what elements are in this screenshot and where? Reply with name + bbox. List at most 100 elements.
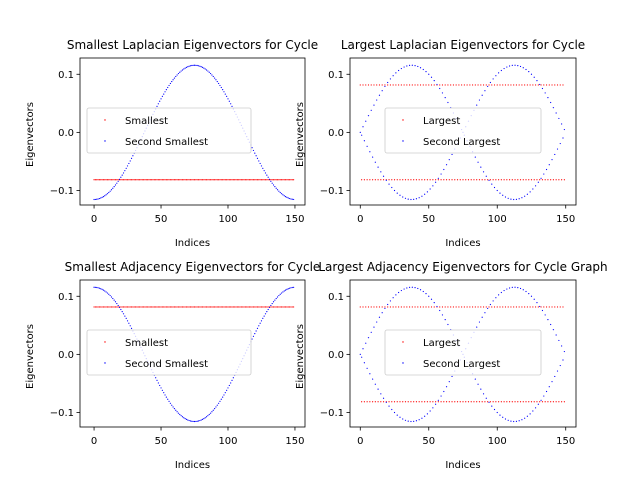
x-tick-label: 100 <box>488 436 507 447</box>
data-point <box>93 306 95 308</box>
data-point <box>177 72 180 75</box>
data-point <box>204 417 206 419</box>
data-point <box>393 411 396 414</box>
data-point <box>280 306 283 308</box>
chart-title: Smallest Adjacency Eigenvectors for Cycl… <box>65 260 321 274</box>
data-point <box>192 64 194 66</box>
data-point <box>415 401 418 403</box>
data-point <box>562 137 564 139</box>
data-point <box>94 198 96 201</box>
data-point <box>252 335 255 337</box>
data-point <box>524 84 526 86</box>
data-point <box>283 195 285 197</box>
data-point <box>109 294 111 297</box>
data-point <box>290 198 292 200</box>
data-point <box>264 306 267 308</box>
data-point <box>554 306 556 308</box>
data-point <box>555 112 557 114</box>
data-point <box>97 179 99 181</box>
data-point <box>559 84 561 86</box>
data-point <box>155 179 157 181</box>
data-point <box>185 418 188 420</box>
data-point <box>290 179 292 181</box>
data-point <box>547 97 549 99</box>
data-point <box>444 97 446 99</box>
data-point <box>492 300 494 302</box>
data-point <box>236 179 238 181</box>
data-point <box>144 306 146 308</box>
data-point <box>424 179 426 181</box>
data-point <box>513 306 515 308</box>
data-point <box>100 306 102 308</box>
data-point <box>160 306 162 308</box>
data-point <box>369 373 371 375</box>
data-point <box>205 306 208 308</box>
data-point <box>417 84 419 86</box>
data-point <box>189 306 192 308</box>
x-tick-label: 0 <box>91 436 97 447</box>
data-point <box>536 302 538 304</box>
data-point <box>227 306 229 308</box>
data-point <box>195 306 197 308</box>
data-point <box>112 179 114 181</box>
data-point <box>272 179 275 181</box>
data-point <box>128 179 130 181</box>
data-point <box>126 179 129 181</box>
data-point <box>168 84 170 87</box>
data-point <box>160 387 162 389</box>
data-point <box>105 194 107 196</box>
data-point <box>380 401 382 403</box>
data-point <box>374 401 376 403</box>
data-point <box>271 182 273 184</box>
data-point <box>108 293 110 295</box>
data-point <box>272 306 275 308</box>
data-point <box>547 179 549 181</box>
data-point <box>255 179 257 181</box>
data-point <box>363 140 365 142</box>
data-point <box>96 198 98 200</box>
data-point <box>361 179 363 181</box>
data-point <box>185 66 188 68</box>
data-point <box>547 319 549 321</box>
data-point <box>450 306 452 308</box>
data-point <box>259 306 261 308</box>
data-point <box>223 306 225 308</box>
data-point <box>171 179 173 181</box>
data-point <box>149 179 151 181</box>
data-point <box>181 306 184 308</box>
data-point <box>507 306 509 308</box>
data-point <box>124 315 126 317</box>
data-point <box>396 179 398 181</box>
data-point <box>267 176 269 178</box>
data-point <box>175 409 177 411</box>
data-point <box>256 157 259 159</box>
data-point <box>153 306 155 308</box>
data-point <box>211 306 213 308</box>
data-point <box>422 68 424 71</box>
data-point <box>435 401 437 403</box>
data-point <box>495 297 497 299</box>
data-point <box>246 306 248 308</box>
data-point <box>422 84 424 86</box>
data-point <box>447 84 449 86</box>
data-point <box>373 84 375 86</box>
data-point <box>282 291 284 293</box>
data-point <box>374 161 376 163</box>
data-point <box>193 420 196 423</box>
data-point <box>216 404 218 406</box>
data-point <box>274 306 276 308</box>
data-point <box>429 179 431 181</box>
data-point <box>485 397 487 399</box>
data-point <box>250 179 252 181</box>
data-point <box>207 179 209 181</box>
data-point <box>518 198 520 200</box>
data-point <box>219 400 221 402</box>
legend-label: Second Largest <box>423 137 500 148</box>
data-point <box>195 420 197 423</box>
data-point <box>230 103 232 105</box>
data-point <box>258 325 260 327</box>
data-point <box>289 306 291 308</box>
data-point <box>108 306 110 308</box>
data-point <box>387 81 389 84</box>
data-point <box>441 92 444 94</box>
